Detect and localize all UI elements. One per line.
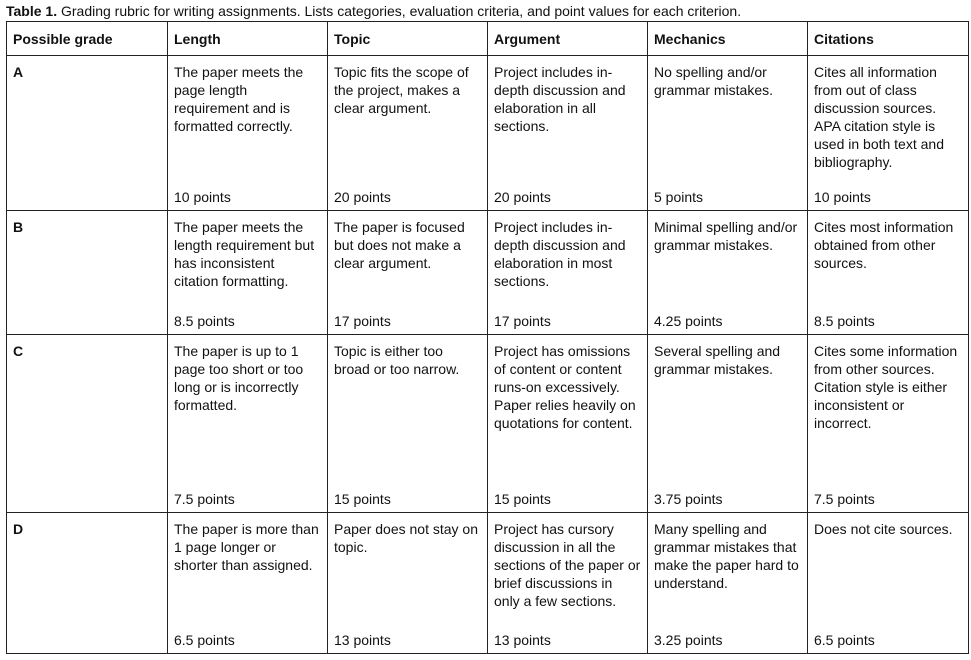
criterion-text: Project has omissions of content or cont… (494, 343, 636, 431)
table-row: C The paper is up to 1 page too short or… (6, 334, 969, 513)
argument-cell: Project includes in-depth discussion and… (487, 210, 648, 335)
argument-cell: Project has cursory discussion in all th… (487, 512, 648, 654)
topic-cell: Topic is either too broad or too narrow.… (327, 334, 488, 513)
criterion-text: Paper does not stay on topic. (334, 521, 478, 555)
header-topic: Topic (327, 21, 488, 56)
criterion-text: Topic is either too broad or too narrow. (334, 343, 460, 377)
criterion-text: Minimal spelling and/or grammar mistakes… (654, 219, 798, 253)
argument-cell: Project has omissions of content or cont… (487, 334, 648, 513)
header-length: Length (167, 21, 328, 56)
criterion-text: Project includes in-depth discussion and… (494, 219, 626, 289)
header-possible-grade: Possible grade (6, 21, 168, 56)
criterion-text: Project has cursory discussion in all th… (494, 521, 641, 609)
mechanics-cell: Many spelling and grammar mistakes that … (647, 512, 808, 654)
criterion-text: Project includes in-depth discussion and… (494, 64, 626, 134)
table-caption: Table 1. Grading rubric for writing assi… (6, 2, 741, 20)
length-cell: The paper is more than 1 page longer or … (167, 512, 328, 654)
points-value: 17 points (334, 313, 391, 329)
argument-cell: Project includes in-depth discussion and… (487, 55, 648, 211)
points-value: 3.75 points (654, 491, 723, 507)
points-value: 10 points (814, 189, 871, 205)
criterion-text: The paper is focused but does not make a… (334, 219, 465, 271)
criterion-text: Topic fits the scope of the project, mak… (334, 64, 469, 116)
criterion-text: The paper is more than 1 page longer or … (174, 521, 319, 573)
points-value: 15 points (494, 491, 551, 507)
criterion-text: Cites all information from out of class … (814, 64, 944, 170)
points-value: 17 points (494, 313, 551, 329)
grading-rubric-table: Possible grade Length Topic Argument Mec… (6, 21, 969, 654)
length-cell: The paper is up to 1 page too short or t… (167, 334, 328, 513)
points-value: 20 points (334, 189, 391, 205)
points-value: 6.5 points (174, 632, 235, 648)
table-row: B The paper meets the length requirement… (6, 210, 969, 335)
header-citations: Citations (807, 21, 969, 56)
mechanics-cell: Several spelling and grammar mistakes. 3.… (647, 334, 808, 513)
grade-cell: B (6, 210, 168, 335)
points-value: 10 points (174, 189, 231, 205)
grade-cell: D (6, 512, 168, 654)
table-row: A The paper meets the page length requir… (6, 55, 969, 211)
points-value: 8.5 points (814, 313, 875, 329)
citations-cell: Cites all information from out of class … (807, 55, 969, 211)
topic-cell: Topic fits the scope of the project, mak… (327, 55, 488, 211)
citations-cell: Does not cite sources. 6.5 points (807, 512, 969, 654)
topic-cell: The paper is focused but does not make a… (327, 210, 488, 335)
length-cell: The paper meets the length requirement b… (167, 210, 328, 335)
criterion-text: Cites some information from other source… (814, 343, 958, 431)
points-value: 6.5 points (814, 632, 875, 648)
header-mechanics: Mechanics (647, 21, 808, 56)
criterion-text: Several spelling and grammar mistakes. (654, 343, 781, 377)
points-value: 13 points (334, 632, 391, 648)
caption-text: Grading rubric for writing assignments. … (60, 3, 742, 19)
points-value: 15 points (334, 491, 391, 507)
header-argument: Argument (487, 21, 648, 56)
criterion-text: The paper meets the length requirement b… (174, 219, 315, 289)
points-value: 13 points (494, 632, 551, 648)
length-cell: The paper meets the page length requirem… (167, 55, 328, 211)
citations-cell: Cites most information obtained from oth… (807, 210, 969, 335)
grade-cell: C (6, 334, 168, 513)
points-value: 7.5 points (174, 491, 235, 507)
criterion-text: Cites most information obtained from oth… (814, 219, 954, 271)
header-row: Possible grade Length Topic Argument Mec… (6, 21, 969, 56)
citations-cell: Cites some information from other source… (807, 334, 969, 513)
points-value: 8.5 points (174, 313, 235, 329)
criterion-text: Does not cite sources. (814, 521, 953, 537)
criterion-text: The paper is up to 1 page too short or t… (174, 343, 304, 413)
points-value: 5 points (654, 189, 704, 205)
criterion-text: The paper meets the page length requirem… (174, 64, 304, 134)
caption-label: Table 1. (6, 3, 58, 19)
grade-cell: A (6, 55, 168, 211)
mechanics-cell: No spelling and/or grammar mistakes. 5 po… (647, 55, 808, 211)
criterion-text: Many spelling and grammar mistakes that … (654, 521, 799, 591)
points-value: 4.25 points (654, 313, 723, 329)
mechanics-cell: Minimal spelling and/or grammar mistakes… (647, 210, 808, 335)
topic-cell: Paper does not stay on topic. 13 points (327, 512, 488, 654)
points-value: 7.5 points (814, 491, 875, 507)
criterion-text: No spelling and/or grammar mistakes. (654, 64, 774, 98)
table-row: D The paper is more than 1 page longer o… (6, 512, 969, 654)
points-value: 20 points (494, 189, 551, 205)
points-value: 3.25 points (654, 632, 723, 648)
